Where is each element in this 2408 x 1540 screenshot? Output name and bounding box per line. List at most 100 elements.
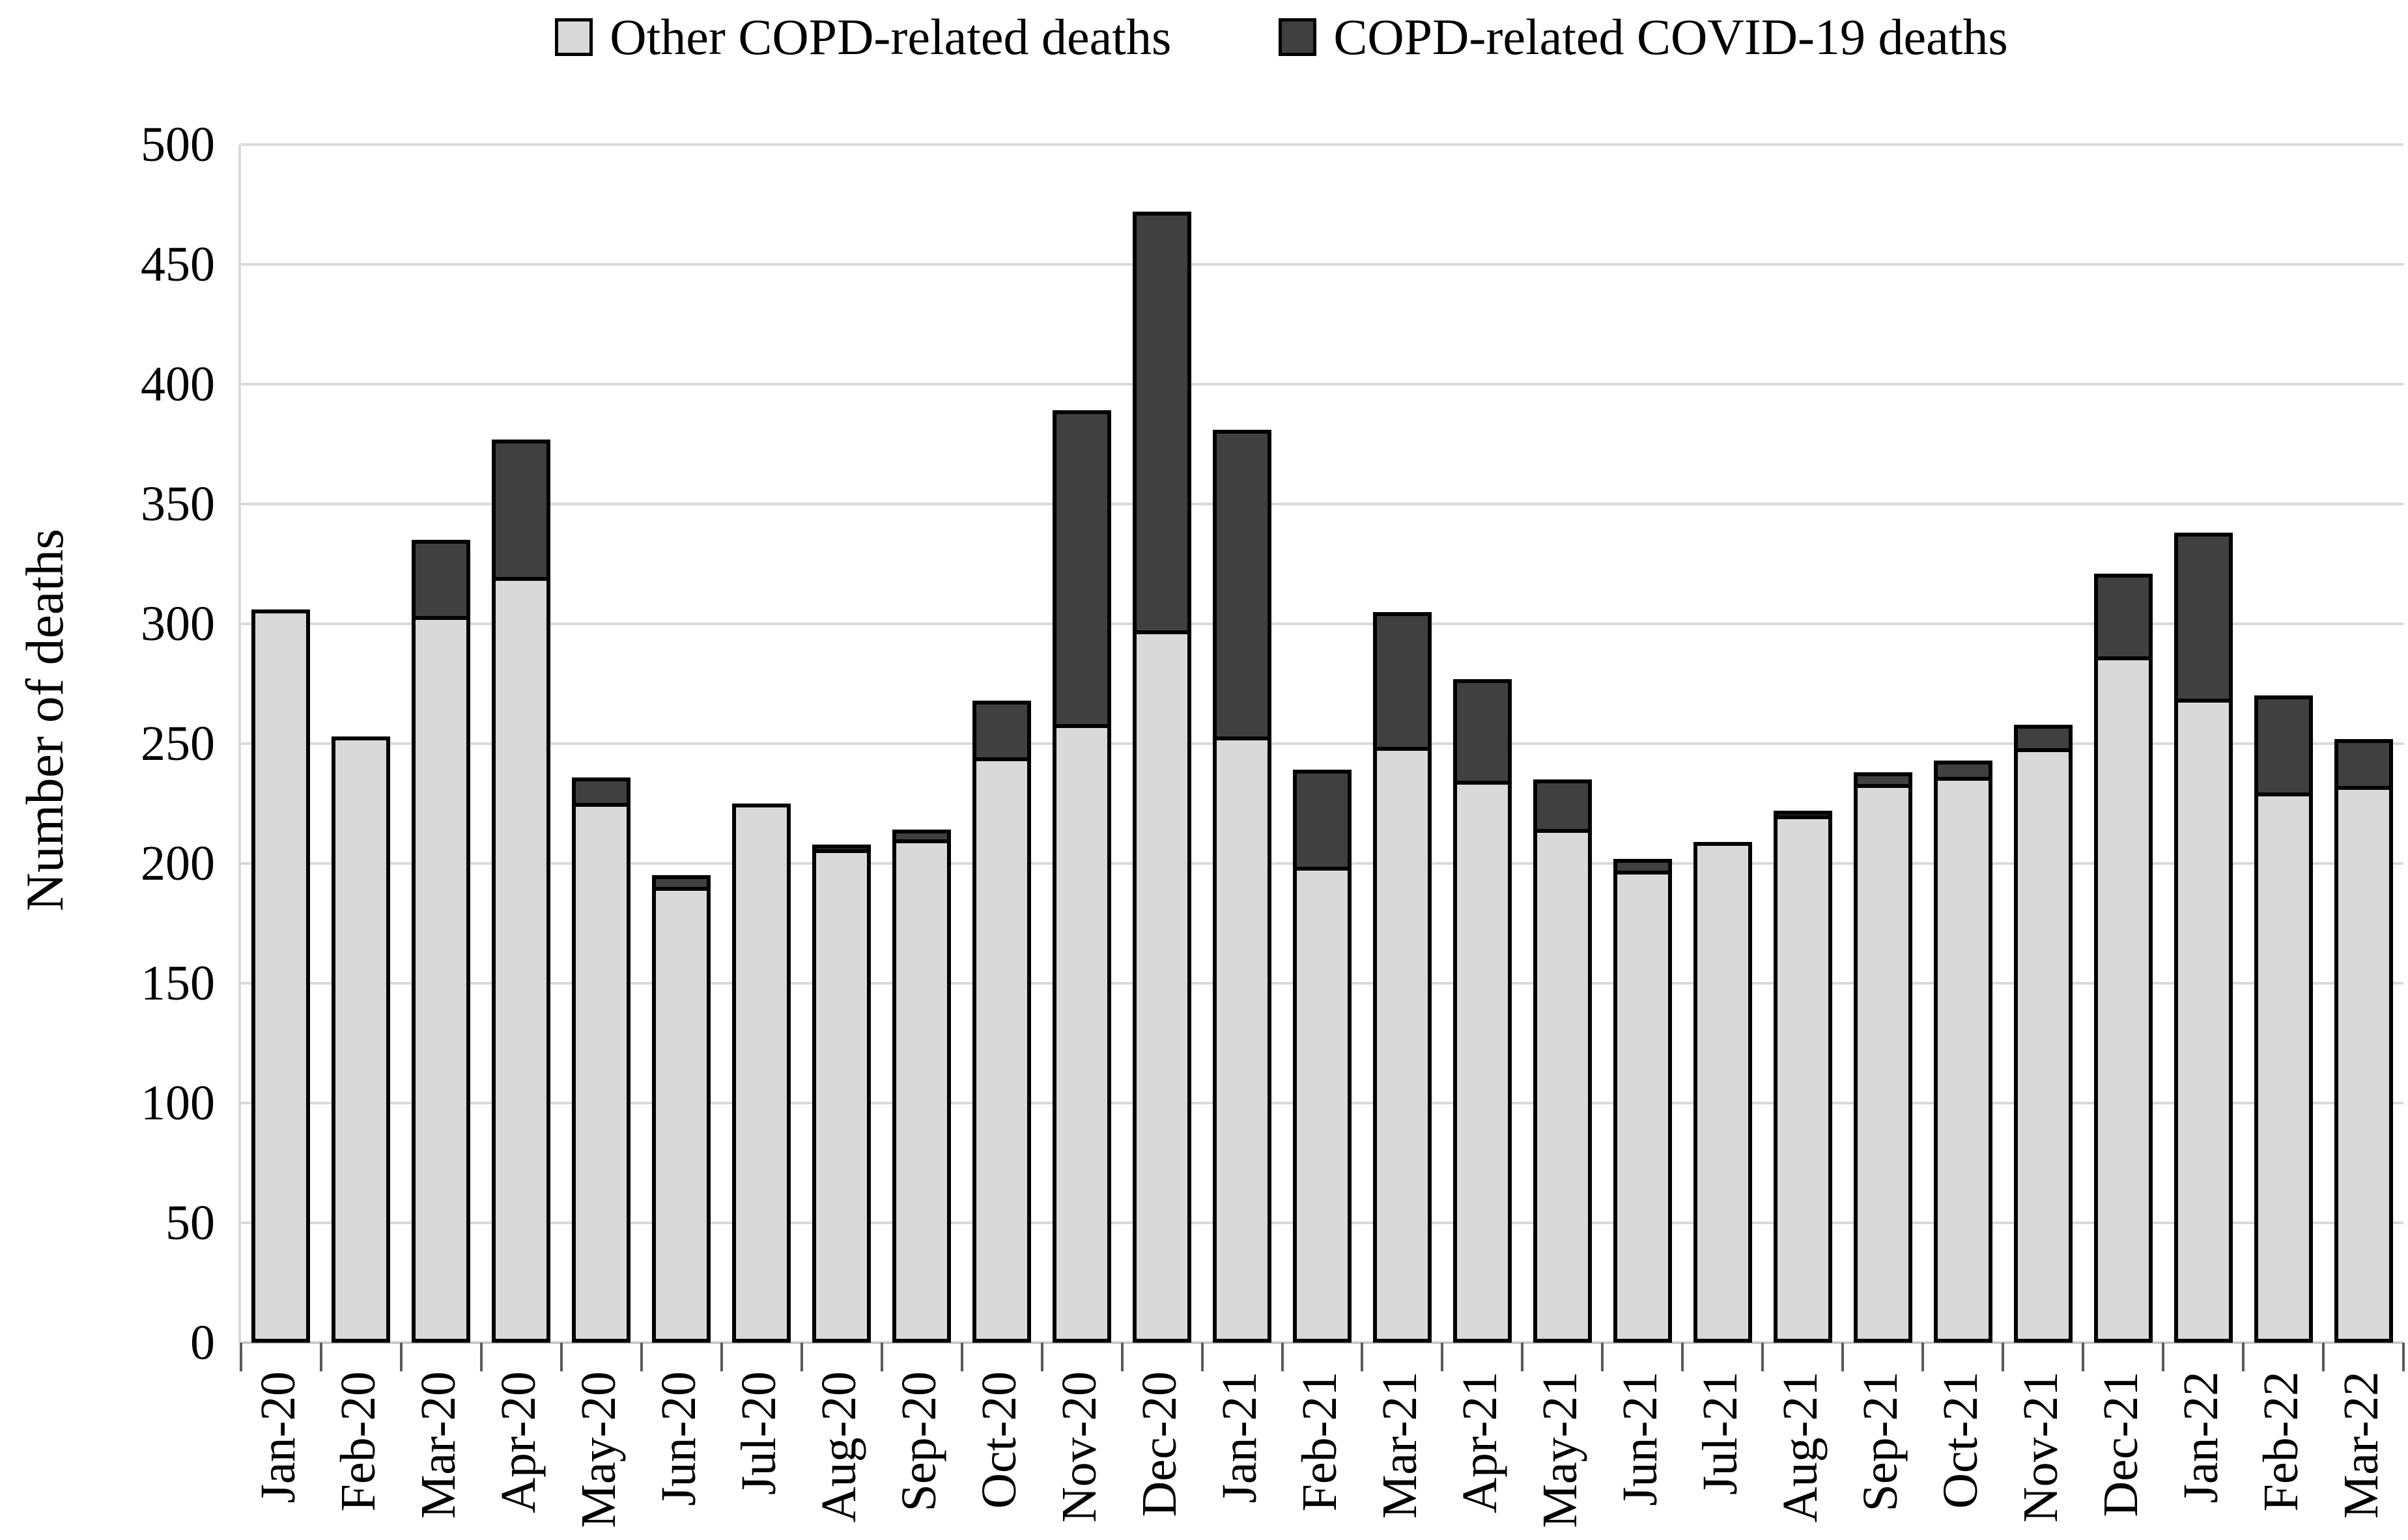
bar-covid-segment [1456, 682, 1508, 785]
bar-covid-segment [1056, 414, 1108, 729]
bar-other-segment [416, 619, 467, 1339]
bar-other-segment [1937, 781, 1989, 1339]
bar-other-segment [656, 891, 707, 1339]
x-axis-tick [1200, 1343, 1204, 1371]
y-tick-label: 100 [141, 1076, 215, 1130]
bar-other-segment [1857, 788, 1908, 1339]
x-axis-label: Sep-21 [1852, 1371, 1908, 1512]
bar-Feb-22 [2254, 695, 2313, 1343]
legend-label-covid: COPD-related COVID-19 deaths [1333, 8, 2008, 65]
x-axis-label: Jul-21 [1692, 1371, 1748, 1495]
x-axis-label: Feb-20 [331, 1371, 386, 1512]
bar-Jan-20 [251, 609, 311, 1343]
x-axis-label: Nov-20 [1052, 1371, 1107, 1523]
x-axis-label: Mar-22 [2333, 1371, 2388, 1519]
bar-other-segment [1297, 871, 1348, 1339]
bar-covid-segment [576, 781, 627, 807]
bar-covid-segment [2097, 577, 2149, 661]
bar-other-segment [1137, 634, 1188, 1339]
bar-other-segment [736, 807, 787, 1339]
bar-covid-segment [656, 879, 707, 891]
bar-Feb-20 [332, 736, 391, 1343]
bar-covid-segment [496, 443, 547, 581]
x-axis-label: Jan-22 [2173, 1371, 2228, 1504]
x-axis-label: Apr-20 [491, 1371, 546, 1513]
bar-Apr-20 [492, 439, 551, 1343]
x-axis-label: Jun-20 [651, 1371, 707, 1506]
bar-covid-segment [1857, 776, 1908, 789]
y-tick-label: 50 [165, 1196, 215, 1250]
x-axis-tick [479, 1343, 483, 1371]
bar-other-segment [1777, 819, 1828, 1339]
bar-other-segment [255, 613, 307, 1339]
bar-covid-segment [816, 848, 868, 853]
bar-Jan-22 [2174, 533, 2233, 1343]
bar-May-20 [572, 777, 631, 1343]
x-axis-tick [640, 1343, 643, 1371]
x-axis-label: Feb-21 [1292, 1371, 1347, 1512]
x-axis-label: Mar-21 [1372, 1371, 1427, 1519]
bar-Aug-20 [812, 844, 871, 1343]
x-axis-label: Sep-20 [892, 1371, 947, 1512]
bar-Nov-20 [1053, 410, 1112, 1343]
x-axis-label: May-20 [571, 1371, 627, 1528]
bar-covid-segment [976, 704, 1028, 761]
bar-covid-segment [2017, 728, 2069, 752]
x-axis-label: Nov-21 [2013, 1371, 2068, 1523]
bar-Aug-21 [1773, 811, 1832, 1343]
bar-covid-segment [1937, 764, 1989, 781]
x-axis-tick [1921, 1343, 1925, 1371]
bar-other-segment [816, 852, 868, 1339]
x-axis-label: Jul-20 [731, 1371, 787, 1495]
bar-Oct-20 [972, 700, 1032, 1343]
bar-May-21 [1533, 779, 1592, 1343]
x-axis-tick [2402, 1343, 2405, 1371]
x-axis-tick [1120, 1343, 1124, 1371]
bar-covid-segment [2258, 699, 2309, 797]
y-tick-label: 0 [190, 1315, 215, 1370]
gridline [241, 503, 2403, 505]
gridline [241, 742, 2403, 745]
x-axis-tick [880, 1343, 883, 1371]
bar-covid-segment [1537, 783, 1588, 833]
x-axis-label: Oct-20 [972, 1371, 1027, 1509]
legend-item-other: Other COPD-related deaths [555, 9, 1171, 65]
x-axis-tick [1841, 1343, 1845, 1371]
y-tick-label: 350 [141, 477, 215, 531]
x-axis-label: Mar-20 [411, 1371, 466, 1519]
y-tick-label: 150 [141, 956, 215, 1011]
legend-item-covid: COPD-related COVID-19 deaths [1279, 8, 2008, 65]
bar-other-segment [1217, 740, 1268, 1339]
bar-other-segment [576, 807, 627, 1339]
bar-Dec-21 [2093, 573, 2153, 1343]
y-tick-label: 400 [141, 357, 215, 412]
x-axis-label: Feb-22 [2253, 1371, 2308, 1512]
x-axis-tick [2002, 1343, 2005, 1371]
x-axis-tick [399, 1343, 403, 1371]
gridline [241, 143, 2403, 146]
x-axis-tick [1601, 1343, 1604, 1371]
x-axis-tick [1761, 1343, 1764, 1371]
y-tick-label: 500 [141, 117, 215, 172]
x-axis-label: Jun-21 [1612, 1371, 1667, 1506]
bar-other-segment [1056, 728, 1108, 1339]
x-axis-tick [960, 1343, 963, 1371]
x-axis-label: Jan-21 [1212, 1371, 1268, 1504]
x-axis-tick [800, 1343, 803, 1371]
y-axis-line [238, 145, 241, 1343]
x-axis-tick [319, 1343, 322, 1371]
x-axis-label: May-21 [1532, 1371, 1587, 1528]
bar-covid-segment [2177, 537, 2229, 703]
x-axis-tick [1281, 1343, 1284, 1371]
bar-Jul-21 [1693, 841, 1752, 1343]
bar-covid-segment [2338, 742, 2389, 791]
x-axis-tick [240, 1343, 242, 1371]
gridline [241, 263, 2403, 266]
x-axis-tick [560, 1343, 563, 1371]
bar-Mar-20 [412, 540, 471, 1343]
x-axis-line [241, 1341, 2403, 1344]
bar-Apr-21 [1452, 679, 1512, 1343]
bar-other-segment [335, 740, 387, 1339]
bar-Sep-20 [892, 830, 952, 1343]
